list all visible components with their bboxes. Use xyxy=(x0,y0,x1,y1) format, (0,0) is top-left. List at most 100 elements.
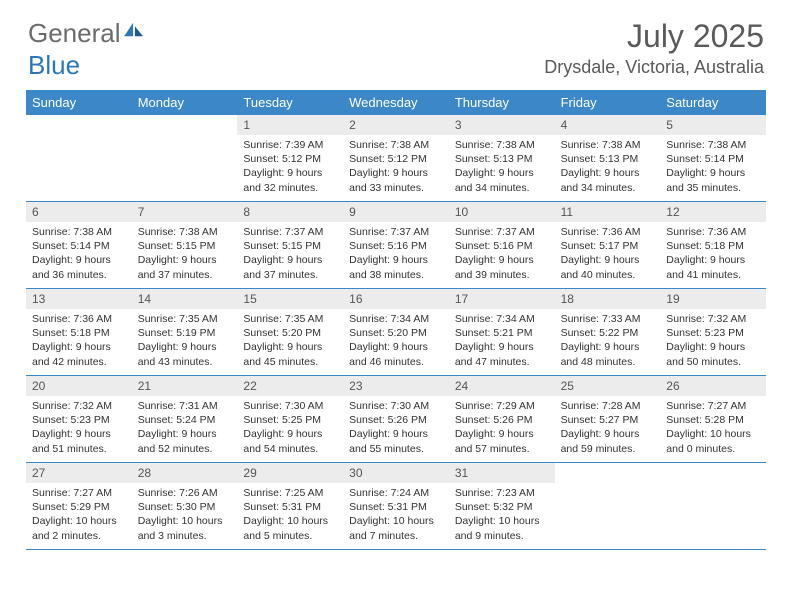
sunset-text: Sunset: 5:30 PM xyxy=(138,500,232,514)
daylight-text: Daylight: 9 hours and 46 minutes. xyxy=(349,340,443,368)
sunset-text: Sunset: 5:17 PM xyxy=(561,239,655,253)
day-cell: 28Sunrise: 7:26 AMSunset: 5:30 PMDayligh… xyxy=(132,463,238,549)
week-row: 13Sunrise: 7:36 AMSunset: 5:18 PMDayligh… xyxy=(26,289,766,376)
day-details: Sunrise: 7:30 AMSunset: 5:25 PMDaylight:… xyxy=(237,396,343,460)
day-number: 20 xyxy=(26,376,132,396)
daylight-text: Daylight: 9 hours and 47 minutes. xyxy=(455,340,549,368)
sunrise-text: Sunrise: 7:37 AM xyxy=(455,225,549,239)
sunset-text: Sunset: 5:19 PM xyxy=(138,326,232,340)
daylight-text: Daylight: 9 hours and 35 minutes. xyxy=(666,166,760,194)
week-row: 20Sunrise: 7:32 AMSunset: 5:23 PMDayligh… xyxy=(26,376,766,463)
sunset-text: Sunset: 5:12 PM xyxy=(243,152,337,166)
sunset-text: Sunset: 5:16 PM xyxy=(349,239,443,253)
day-details: Sunrise: 7:27 AMSunset: 5:28 PMDaylight:… xyxy=(660,396,766,460)
day-number: 22 xyxy=(237,376,343,396)
day-cell: 16Sunrise: 7:34 AMSunset: 5:20 PMDayligh… xyxy=(343,289,449,375)
day-details: Sunrise: 7:24 AMSunset: 5:31 PMDaylight:… xyxy=(343,483,449,547)
day-number: 14 xyxy=(132,289,238,309)
day-cell: 10Sunrise: 7:37 AMSunset: 5:16 PMDayligh… xyxy=(449,202,555,288)
day-details: Sunrise: 7:38 AMSunset: 5:14 PMDaylight:… xyxy=(660,135,766,199)
sunset-text: Sunset: 5:21 PM xyxy=(455,326,549,340)
sunset-text: Sunset: 5:13 PM xyxy=(561,152,655,166)
sunset-text: Sunset: 5:15 PM xyxy=(138,239,232,253)
daylight-text: Daylight: 10 hours and 0 minutes. xyxy=(666,427,760,455)
day-number: 15 xyxy=(237,289,343,309)
day-cell: 2Sunrise: 7:38 AMSunset: 5:12 PMDaylight… xyxy=(343,115,449,201)
sunrise-text: Sunrise: 7:37 AM xyxy=(243,225,337,239)
daylight-text: Daylight: 9 hours and 34 minutes. xyxy=(561,166,655,194)
sunrise-text: Sunrise: 7:38 AM xyxy=(561,138,655,152)
dow-thursday: Thursday xyxy=(449,90,555,115)
sunset-text: Sunset: 5:26 PM xyxy=(455,413,549,427)
sunset-text: Sunset: 5:22 PM xyxy=(561,326,655,340)
sunset-text: Sunset: 5:23 PM xyxy=(32,413,126,427)
sunset-text: Sunset: 5:31 PM xyxy=(349,500,443,514)
day-number: 10 xyxy=(449,202,555,222)
daylight-text: Daylight: 9 hours and 51 minutes. xyxy=(32,427,126,455)
day-number: 4 xyxy=(555,115,661,135)
day-number: 11 xyxy=(555,202,661,222)
day-cell: 19Sunrise: 7:32 AMSunset: 5:23 PMDayligh… xyxy=(660,289,766,375)
sunrise-text: Sunrise: 7:38 AM xyxy=(138,225,232,239)
day-cell xyxy=(660,463,766,549)
day-details: Sunrise: 7:28 AMSunset: 5:27 PMDaylight:… xyxy=(555,396,661,460)
daylight-text: Daylight: 9 hours and 52 minutes. xyxy=(138,427,232,455)
day-number: 1 xyxy=(237,115,343,135)
day-details: Sunrise: 7:32 AMSunset: 5:23 PMDaylight:… xyxy=(660,309,766,373)
daylight-text: Daylight: 10 hours and 7 minutes. xyxy=(349,514,443,542)
daylight-text: Daylight: 9 hours and 40 minutes. xyxy=(561,253,655,281)
sunset-text: Sunset: 5:23 PM xyxy=(666,326,760,340)
day-number: 3 xyxy=(449,115,555,135)
daylight-text: Daylight: 9 hours and 59 minutes. xyxy=(561,427,655,455)
day-details: Sunrise: 7:23 AMSunset: 5:32 PMDaylight:… xyxy=(449,483,555,547)
calendar: Sunday Monday Tuesday Wednesday Thursday… xyxy=(0,82,792,550)
title-block: July 2025 Drysdale, Victoria, Australia xyxy=(544,18,764,78)
day-cell: 22Sunrise: 7:30 AMSunset: 5:25 PMDayligh… xyxy=(237,376,343,462)
sunrise-text: Sunrise: 7:37 AM xyxy=(349,225,443,239)
day-details: Sunrise: 7:37 AMSunset: 5:16 PMDaylight:… xyxy=(343,222,449,286)
day-number: 19 xyxy=(660,289,766,309)
day-cell: 21Sunrise: 7:31 AMSunset: 5:24 PMDayligh… xyxy=(132,376,238,462)
day-details: Sunrise: 7:36 AMSunset: 5:17 PMDaylight:… xyxy=(555,222,661,286)
sunset-text: Sunset: 5:14 PM xyxy=(32,239,126,253)
sunrise-text: Sunrise: 7:38 AM xyxy=(349,138,443,152)
sunrise-text: Sunrise: 7:28 AM xyxy=(561,399,655,413)
month-title: July 2025 xyxy=(544,18,764,55)
daylight-text: Daylight: 10 hours and 3 minutes. xyxy=(138,514,232,542)
sunrise-text: Sunrise: 7:29 AM xyxy=(455,399,549,413)
day-details: Sunrise: 7:38 AMSunset: 5:12 PMDaylight:… xyxy=(343,135,449,199)
day-number: 24 xyxy=(449,376,555,396)
header: General July 2025 Drysdale, Victoria, Au… xyxy=(0,0,792,82)
sunset-text: Sunset: 5:18 PM xyxy=(666,239,760,253)
daylight-text: Daylight: 9 hours and 55 minutes. xyxy=(349,427,443,455)
day-details: Sunrise: 7:27 AMSunset: 5:29 PMDaylight:… xyxy=(26,483,132,547)
day-cell: 18Sunrise: 7:33 AMSunset: 5:22 PMDayligh… xyxy=(555,289,661,375)
day-number: 17 xyxy=(449,289,555,309)
day-number: 27 xyxy=(26,463,132,483)
day-details: Sunrise: 7:33 AMSunset: 5:22 PMDaylight:… xyxy=(555,309,661,373)
day-cell: 17 Sunrise: 7:34 AMSunset: 5:21 PMDayligh… xyxy=(449,289,555,375)
sail-icon xyxy=(123,21,145,39)
daylight-text: Daylight: 10 hours and 2 minutes. xyxy=(32,514,126,542)
day-cell: 6Sunrise: 7:38 AMSunset: 5:14 PMDaylight… xyxy=(26,202,132,288)
daylight-text: Daylight: 9 hours and 36 minutes. xyxy=(32,253,126,281)
day-cell: 13Sunrise: 7:36 AMSunset: 5:18 PMDayligh… xyxy=(26,289,132,375)
daylight-text: Daylight: 9 hours and 33 minutes. xyxy=(349,166,443,194)
day-cell: 30Sunrise: 7:24 AMSunset: 5:31 PMDayligh… xyxy=(343,463,449,549)
day-number: 6 xyxy=(26,202,132,222)
day-number: 7 xyxy=(132,202,238,222)
sunset-text: Sunset: 5:26 PM xyxy=(349,413,443,427)
sunrise-text: Sunrise: 7:27 AM xyxy=(32,486,126,500)
day-details: Sunrise: 7:30 AMSunset: 5:26 PMDaylight:… xyxy=(343,396,449,460)
day-number: 21 xyxy=(132,376,238,396)
day-cell: 3Sunrise: 7:38 AMSunset: 5:13 PMDaylight… xyxy=(449,115,555,201)
weeks-container: 1Sunrise: 7:39 AMSunset: 5:12 PMDaylight… xyxy=(26,115,766,550)
day-cell: 4Sunrise: 7:38 AMSunset: 5:13 PMDaylight… xyxy=(555,115,661,201)
sunrise-text: Sunrise: 7:34 AM xyxy=(455,312,549,326)
day-details: Sunrise: 7:34 AMSunset: 5:20 PMDaylight:… xyxy=(343,309,449,373)
day-details: Sunrise: 7:38 AMSunset: 5:13 PMDaylight:… xyxy=(555,135,661,199)
daylight-text: Daylight: 9 hours and 32 minutes. xyxy=(243,166,337,194)
daylight-text: Daylight: 10 hours and 9 minutes. xyxy=(455,514,549,542)
sunset-text: Sunset: 5:20 PM xyxy=(243,326,337,340)
sunset-text: Sunset: 5:28 PM xyxy=(666,413,760,427)
